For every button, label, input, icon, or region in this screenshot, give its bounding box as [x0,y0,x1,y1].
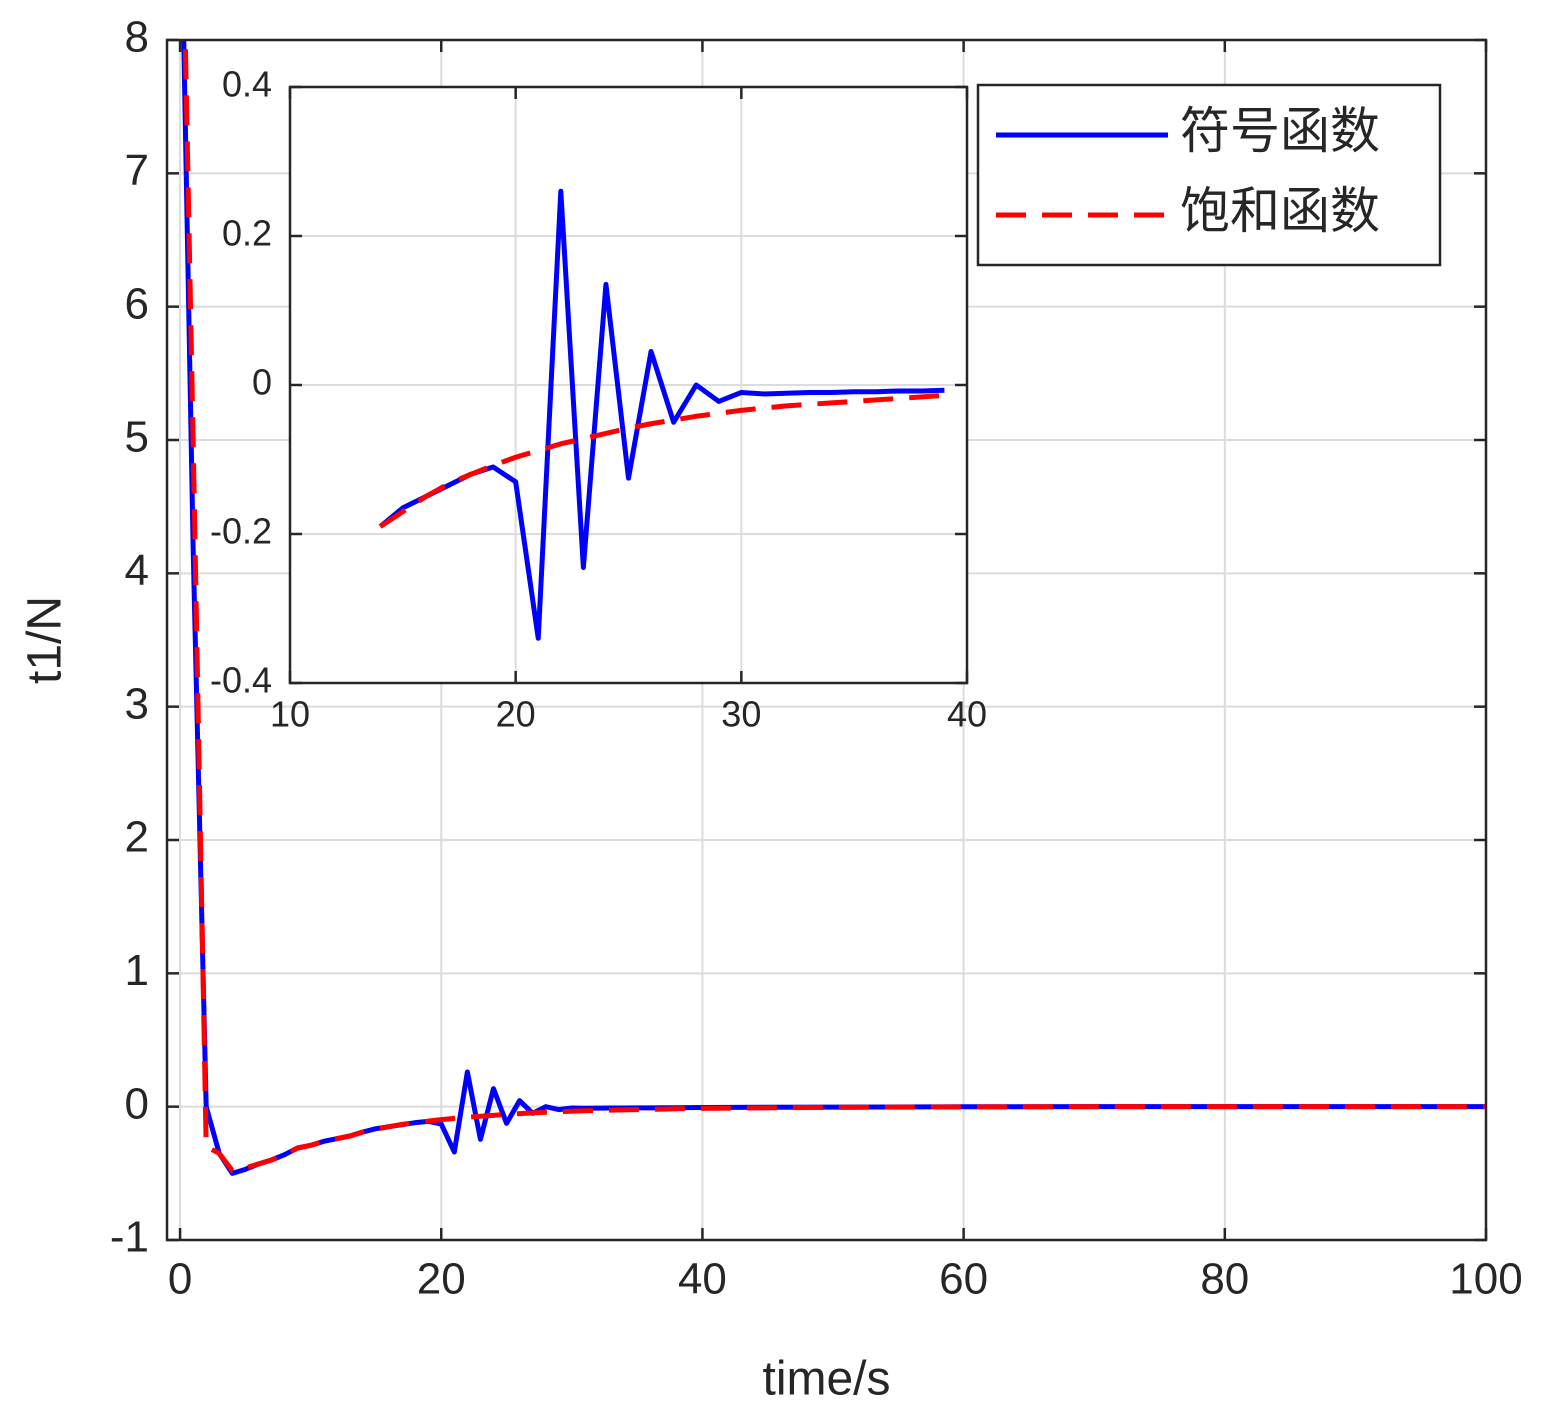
x-tick-label: 40 [947,694,987,735]
series-line [182,40,1486,1174]
y-tick-label: 1 [125,946,149,995]
x-tick-label: 60 [939,1254,988,1303]
y-tick-label: 0.4 [222,64,272,105]
y-tick-label: 7 [125,146,149,195]
y-tick-label: 8 [125,13,149,62]
x-tick-label: 20 [496,694,536,735]
axes-frame [165,38,1488,1242]
series-line [378,392,945,529]
y-tick-label: 6 [125,279,149,328]
y-tick-label: 0.2 [222,213,272,254]
y-tick-label: -0.4 [210,660,272,701]
x-tick-label: 30 [721,694,761,735]
y-tick-label: -0.2 [210,511,272,552]
legend-label: 饱和函数 [1180,183,1380,239]
y-tick-label: 3 [125,679,149,728]
x-axis-label: time/s [762,1353,890,1406]
y-tick-label: 0 [252,362,272,403]
x-tick-label: 20 [417,1254,466,1303]
x-tick-label: 0 [168,1254,192,1303]
axes-frame [288,85,969,685]
y-tick-label: 0 [125,1079,149,1128]
y-tick-label: 2 [125,813,149,862]
x-tick-label: 10 [270,694,310,735]
y-tick-label: 4 [125,546,149,595]
x-tick-label: 100 [1449,1254,1522,1303]
y-tick-label: 5 [125,413,149,462]
x-tick-label: 80 [1200,1254,1249,1303]
legend-box [976,83,1442,267]
legend-label: 符号函数 [1180,103,1380,159]
y-axis-label: t1/N [19,596,72,684]
x-tick-label: 40 [678,1254,727,1303]
y-tick-label: -1 [110,1213,149,1262]
